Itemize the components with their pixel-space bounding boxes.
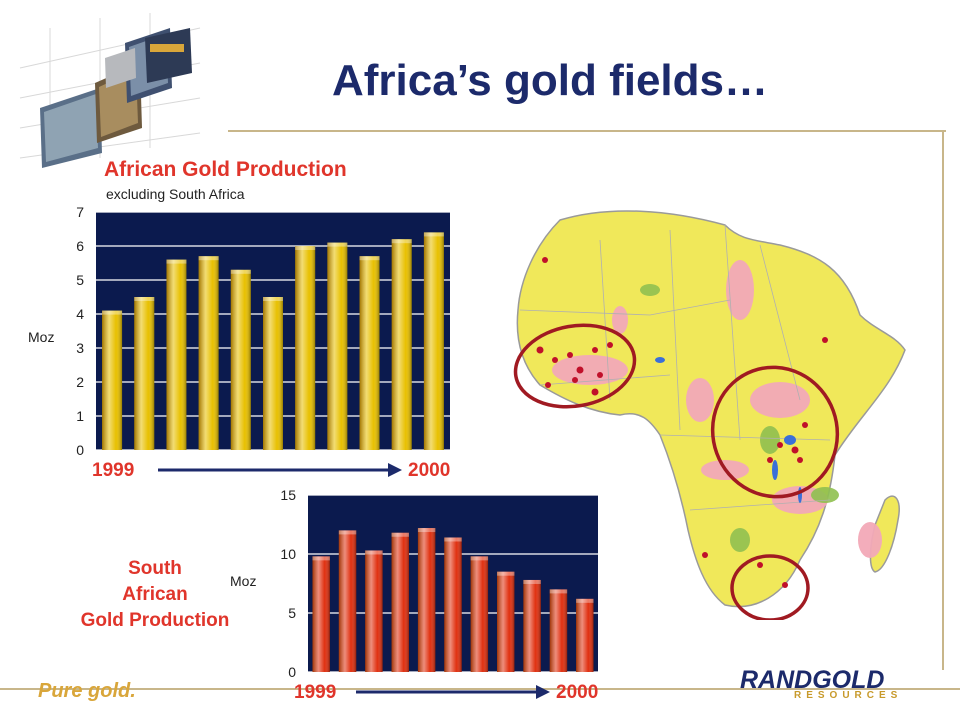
chart2-y-tick-label: 10 — [280, 546, 296, 562]
chart1-bar-cap — [327, 242, 348, 247]
chart1-bar-shine — [295, 246, 316, 450]
chart2-bar-cap — [444, 537, 462, 542]
chart2-bar-shine — [576, 598, 594, 672]
chart2-y-tick-label: 5 — [288, 605, 296, 621]
chart1-bar-cap — [359, 256, 380, 261]
chart1-bar-cap — [230, 269, 251, 274]
chart2-bar-shine — [470, 556, 489, 672]
chart2-bar-shine — [391, 532, 409, 672]
chart1-y-tick-label: 6 — [76, 238, 84, 254]
title-divider — [228, 130, 946, 132]
africa-map-image — [513, 210, 906, 620]
chart1-y-tick-label: 4 — [76, 306, 84, 322]
slide-title: Africa’s gold fields… — [331, 56, 768, 105]
chart2-y-axis-label: Moz — [230, 573, 256, 589]
mine-markers — [536, 257, 828, 588]
footer-divider — [0, 688, 960, 690]
chart1-bar-cap — [198, 256, 219, 261]
chart2-bar-cap — [549, 589, 568, 594]
chart2-y-tick-label: 15 — [280, 487, 296, 503]
chart1-bar-shine — [102, 310, 123, 450]
chart1-bar-shine — [359, 256, 380, 450]
chart2-title: South African Gold Production — [80, 558, 230, 631]
chart1-end-label: 2000 — [408, 460, 450, 481]
chart2-bar-shine — [338, 530, 357, 672]
chart2-bar-shine — [523, 579, 541, 672]
photo-collage-image — [19, 13, 201, 168]
chart1-bar-cap — [295, 246, 316, 250]
chart1-subtitle: excluding South Africa — [106, 186, 245, 202]
chart1-bar-shine — [263, 297, 283, 450]
chart2-start-label: 1999 — [294, 682, 336, 703]
chart1-bar-shine — [198, 256, 219, 450]
pink-geology-zones — [552, 260, 882, 558]
chart2-bar-shine — [444, 537, 462, 672]
chart2-bar-cap — [312, 556, 330, 561]
chart1-bar-shine — [423, 232, 444, 450]
chart1-bar-shine — [230, 269, 251, 450]
chart2-bar-shine — [417, 528, 436, 672]
chart2-bar-shine — [365, 550, 383, 672]
chart2-bar-shine — [312, 556, 330, 672]
chart2-bar-shine — [549, 589, 568, 672]
chart1-y-tick-label: 7 — [76, 204, 84, 220]
highlight-circles — [513, 323, 840, 620]
chart2-bar-cap — [576, 598, 594, 603]
chart1-arrow-head — [388, 463, 402, 477]
chart2-arrow-head — [536, 685, 550, 699]
chart1-y-tick-label: 2 — [76, 374, 84, 390]
chart2-bar-shine — [497, 571, 515, 672]
footer-slogan: Pure gold. — [38, 680, 136, 702]
chart1-bar-shine — [166, 259, 187, 450]
chart1-bar-cap — [263, 297, 283, 301]
frame-right-border — [942, 130, 944, 670]
chart1-bar-cap — [391, 239, 412, 244]
chart2-end-label: 2000 — [556, 682, 598, 703]
chart1-bar-shine — [391, 239, 412, 450]
randgold-logo: RANDGOLD RESOURCES — [740, 666, 900, 701]
chart2-bar-cap — [470, 556, 489, 561]
chart1-bar-cap — [134, 297, 155, 301]
chart1-y-tick-label: 3 — [76, 340, 84, 356]
chart1-bar-shine — [134, 297, 155, 450]
chart1-bar-cap — [102, 310, 123, 315]
chart2-bar-cap — [523, 579, 541, 584]
chart1-y-tick-label: 5 — [76, 272, 84, 288]
chart2-bar-cap — [338, 530, 357, 535]
chart2-bar-cap — [391, 532, 409, 537]
chart2-bar-cap — [417, 528, 436, 533]
logo-subtitle: RESOURCES — [794, 690, 903, 701]
chart2-y-tick-label: 0 — [288, 664, 296, 680]
chart1-title: African Gold Production — [104, 158, 347, 181]
logo-wordmark: RANDGOLD — [740, 666, 885, 694]
chart1-bar-cap — [166, 259, 187, 264]
country-borders — [519, 224, 831, 511]
chart1-y-tick-label: 0 — [76, 442, 84, 458]
chart2-bar-cap — [365, 550, 383, 555]
chart1-bar-cap — [423, 232, 444, 237]
chart1-y-axis-label: Moz — [28, 329, 54, 345]
chart1-y-tick-label: 1 — [76, 408, 84, 424]
chart1-start-label: 1999 — [92, 460, 134, 481]
green-geology-zones — [640, 284, 839, 552]
chart1-bar-shine — [327, 242, 348, 450]
chart2-bar-cap — [497, 571, 515, 576]
